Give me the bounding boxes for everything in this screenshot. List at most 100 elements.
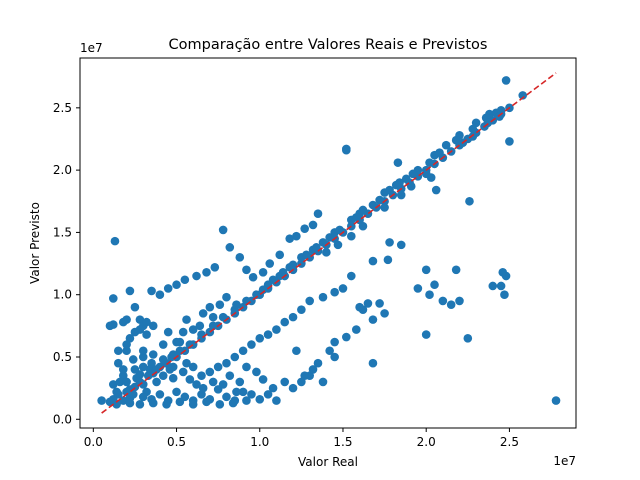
y-axis-label: Valor Previsto [28, 202, 42, 284]
data-point [465, 196, 474, 206]
x-axis-label: Valor Real [298, 455, 358, 469]
data-point [308, 220, 318, 230]
data-point [138, 392, 148, 402]
data-point [188, 325, 198, 334]
data-point [318, 377, 328, 387]
data-point [385, 185, 394, 195]
data-point [138, 352, 148, 362]
data-point [198, 309, 208, 318]
data-point [138, 346, 148, 356]
data-point [278, 267, 288, 277]
points-layer [97, 76, 561, 409]
data-point [175, 397, 185, 407]
data-point [155, 290, 165, 300]
data-point [247, 390, 256, 399]
data-point [113, 346, 123, 356]
data-point [130, 365, 140, 374]
data-point [228, 398, 238, 408]
data-point [380, 203, 389, 212]
data-point [213, 362, 223, 372]
data-point [222, 392, 231, 402]
data-point [125, 286, 135, 296]
data-point [347, 231, 356, 241]
data-point [202, 267, 211, 277]
data-point [358, 221, 368, 231]
data-point [272, 325, 281, 334]
data-point [258, 375, 268, 384]
data-point [192, 271, 201, 281]
data-point [272, 396, 281, 405]
data-point [142, 317, 151, 327]
data-point [188, 400, 198, 409]
data-point [188, 362, 198, 372]
data-point [158, 355, 168, 364]
data-point [128, 390, 138, 399]
data-point [222, 358, 231, 368]
data-point [195, 321, 205, 331]
data-point [158, 340, 168, 349]
data-point [380, 309, 389, 318]
data-point [263, 390, 273, 399]
data-point [335, 225, 344, 235]
data-point [500, 290, 509, 300]
data-point [235, 253, 245, 262]
y-ticks: 0.0 0.5 1.0 1.5 2.0 2.5 [53, 101, 80, 426]
data-point [215, 300, 225, 309]
data-point [430, 280, 439, 290]
data-point [368, 358, 378, 368]
data-point [501, 76, 511, 85]
data-point [318, 292, 328, 302]
data-point [148, 321, 158, 331]
data-point [408, 169, 418, 179]
data-point [325, 346, 334, 356]
data-point [125, 398, 135, 408]
data-point [313, 358, 323, 368]
data-point [148, 350, 158, 359]
data-point [218, 225, 228, 235]
data-point [247, 340, 256, 349]
data-point [155, 390, 165, 399]
data-point [152, 377, 161, 387]
data-point [288, 312, 298, 322]
y-offset-text: 1e7 [80, 41, 103, 55]
data-point [225, 243, 235, 252]
data-point [468, 132, 478, 141]
data-point [358, 305, 368, 314]
x-offset-text: 1e7 [553, 454, 576, 468]
data-point [180, 275, 190, 285]
data-point [197, 371, 206, 380]
data-point [112, 387, 121, 397]
chart-title: Comparação entre Valores Reais e Previst… [169, 37, 488, 53]
data-point [185, 340, 195, 349]
data-point [118, 396, 128, 405]
data-point [431, 185, 441, 195]
data-point [222, 292, 231, 302]
data-point [113, 358, 123, 368]
data-point [351, 325, 361, 334]
data-point [230, 352, 240, 362]
data-point [202, 397, 211, 407]
data-point [125, 334, 135, 343]
y-tick-label: 1.5 [53, 225, 72, 239]
x-tick-label: 2.5 [500, 435, 519, 449]
data-point [426, 173, 436, 182]
data-point [97, 396, 106, 405]
y-tick-label: 1.0 [53, 288, 72, 302]
data-point [225, 371, 235, 380]
data-point [152, 365, 161, 374]
data-point [285, 234, 295, 243]
data-point [375, 299, 384, 308]
data-point [330, 287, 339, 297]
data-point [305, 296, 314, 306]
data-point [297, 305, 306, 314]
data-point [242, 265, 251, 275]
data-point [302, 250, 311, 260]
data-point [333, 240, 343, 250]
data-point [421, 330, 431, 339]
data-point [242, 396, 251, 405]
data-point [421, 265, 431, 275]
data-point [322, 248, 331, 257]
data-point [255, 395, 265, 404]
data-point [158, 371, 168, 380]
data-point [488, 281, 498, 291]
